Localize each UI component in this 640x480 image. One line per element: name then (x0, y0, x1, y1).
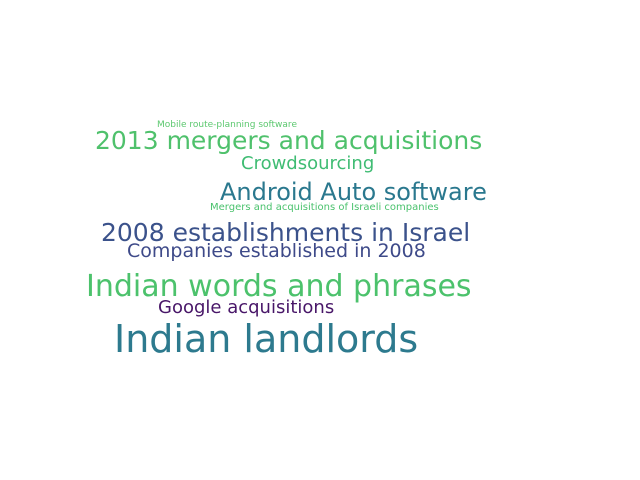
word-indian-landlords: Indian landlords (114, 317, 419, 361)
word-2013-mergers-and-acquisitions: 2013 mergers and acquisitions (95, 126, 483, 155)
word-mergers-and-acquisitions-of-israeli-companies: Mergers and acquisitions of Israeli comp… (210, 202, 439, 213)
word-companies-established-in-2008: Companies established in 2008 (127, 240, 426, 262)
word-mobile-route-planning-software: Mobile route-planning software (157, 120, 297, 130)
word-crowdsourcing: Crowdsourcing (241, 153, 375, 174)
word-android-auto-software: Android Auto software (220, 178, 487, 206)
word-2008-establishments-in-israel: 2008 establishments in Israel (101, 218, 471, 247)
word-google-acquisitions: Google acquisitions (158, 297, 335, 318)
word-indian-words-and-phrases: Indian words and phrases (86, 269, 472, 304)
